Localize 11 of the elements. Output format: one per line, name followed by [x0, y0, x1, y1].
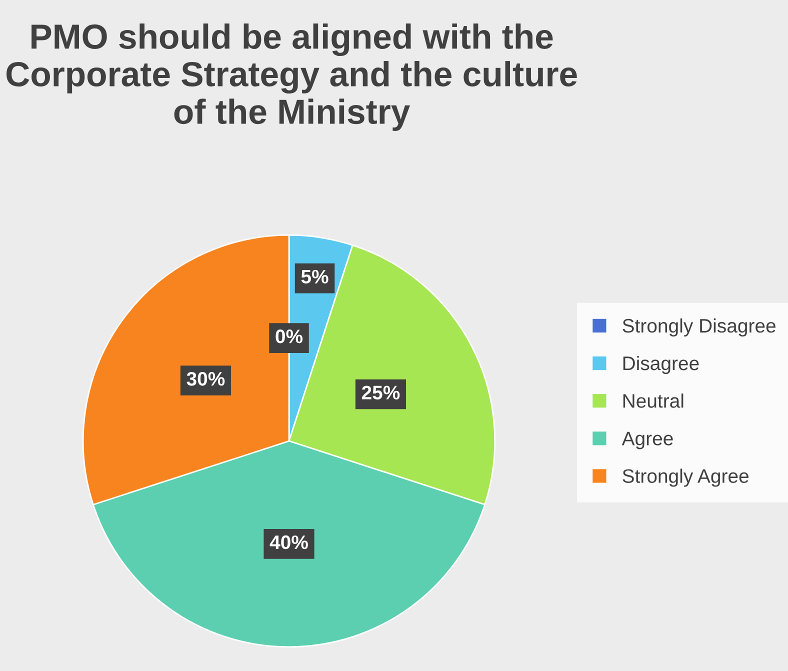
data-label: 5%	[301, 270, 328, 284]
chart-title: PMO should be aligned with the Corporate Strategy and the culture of the Ministry	[6, 23, 577, 131]
data-label: 25%	[362, 386, 400, 400]
legend-label: Agree	[622, 432, 673, 450]
legend-label: Neutral	[623, 394, 684, 408]
data-label: 30%	[186, 372, 225, 386]
text: 0%	[276, 330, 303, 344]
data-label: 40%	[270, 535, 308, 550]
legend-label: Strongly Agree	[622, 468, 748, 487]
legend-label: Strongly Disagree	[622, 318, 776, 337]
legend-label: Disagree	[623, 356, 699, 374]
